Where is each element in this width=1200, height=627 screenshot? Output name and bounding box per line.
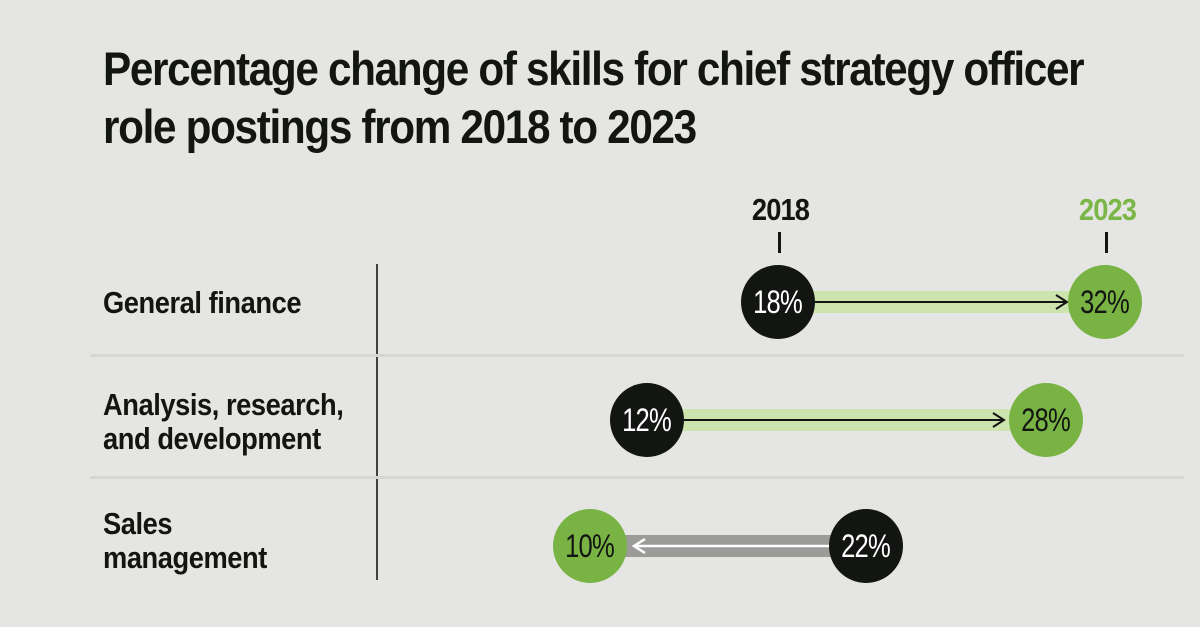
chart-title-line-2: role postings from 2018 to 2023 <box>103 100 697 153</box>
row-label-general-finance: General finance <box>103 285 302 320</box>
row-label-sales-management: Sales management <box>103 506 267 575</box>
year-label-2018: 2018 <box>751 192 809 227</box>
trend-arrow-left-icon <box>631 537 832 555</box>
year-tick-2023 <box>1105 232 1108 253</box>
value-bubble-2023: 28% <box>1009 383 1083 457</box>
year-label-2023: 2023 <box>1078 192 1136 227</box>
value-bubble-2023: 10% <box>553 509 627 583</box>
row-separator-1 <box>90 354 1184 357</box>
row-label-analysis-research: Analysis, research, and development <box>103 387 344 456</box>
category-axis-divider <box>376 264 378 580</box>
value-bubble-2018: 18% <box>741 265 815 339</box>
chart-title-line-1: Percentage change of skills for chief st… <box>103 42 1085 95</box>
trend-arrow-right-icon <box>681 412 1006 428</box>
year-tick-2018 <box>778 232 781 253</box>
trend-arrow-right-icon <box>812 294 1069 310</box>
row-separator-2 <box>90 476 1184 479</box>
value-bubble-2023: 32% <box>1068 265 1142 339</box>
value-bubble-2018: 22% <box>829 509 903 583</box>
chart-title: Percentage change of skills for chief st… <box>103 40 1085 156</box>
value-bubble-2018: 12% <box>610 383 684 457</box>
